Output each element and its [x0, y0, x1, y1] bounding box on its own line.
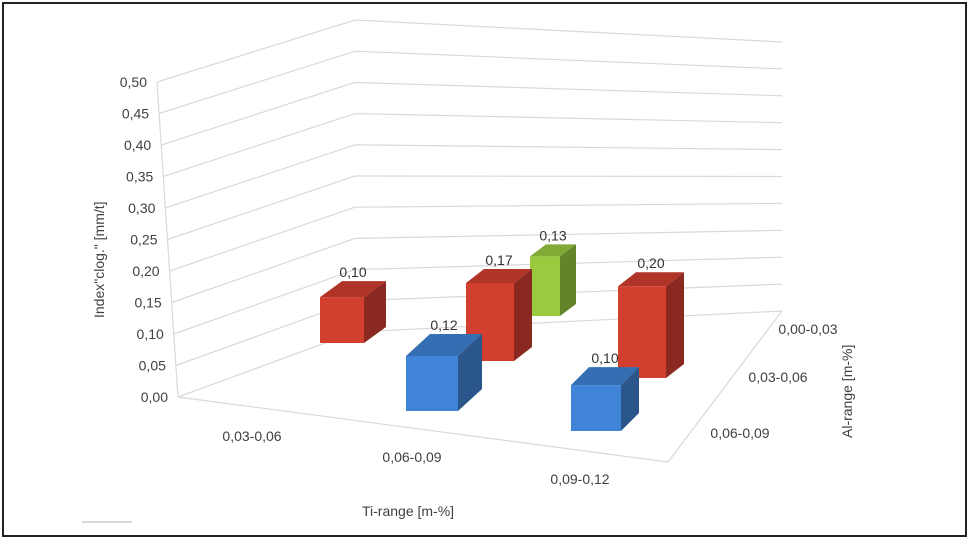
gridline	[156, 19, 783, 83]
y-tick-label: 0,30	[128, 200, 155, 216]
gridline	[169, 202, 783, 272]
y-tick-label: 0,45	[122, 106, 149, 122]
y-tick-label: 0,35	[126, 169, 153, 185]
bar-top-face	[466, 269, 532, 284]
data-labels: 0,13 0,10 0,17 0,20 0,12 0,10	[339, 227, 664, 366]
bar	[320, 281, 386, 343]
y-axis-title: Index"clog." [mm/t]	[91, 201, 107, 318]
gridline	[171, 229, 783, 304]
bar	[618, 272, 684, 378]
x-tick-label: 0,09-0,12	[550, 471, 609, 487]
data-label: 0,10	[339, 264, 366, 280]
x-tick-label: 0,03-0,06	[222, 428, 281, 444]
bar-front-face	[618, 286, 666, 378]
bar-side-face	[514, 269, 532, 361]
gridline	[163, 112, 783, 178]
wall-edge-left	[156, 81, 179, 398]
z-tick-label: 0,03-0,06	[748, 369, 807, 385]
x-tick-label: 0,06-0,09	[382, 449, 441, 465]
data-label: 0,10	[591, 350, 618, 366]
bar-side-face	[666, 272, 684, 378]
data-label: 0,13	[539, 227, 566, 243]
data-label: 0,20	[637, 255, 664, 271]
gridline	[165, 144, 783, 209]
z-axis-title: Al-range [m-%]	[839, 345, 855, 438]
y-tick-label: 0,25	[130, 232, 157, 248]
bar-front-face	[530, 256, 560, 316]
bar-top-face	[618, 272, 684, 287]
bar	[530, 244, 576, 316]
y-tick-label: 0,05	[139, 358, 166, 374]
x-tick-labels: 0,03-0,06 0,06-0,09 0,09-0,12	[222, 428, 609, 487]
bar-top-face	[320, 281, 386, 298]
bar-side-face	[621, 367, 639, 431]
bar-side-face	[458, 333, 482, 411]
floor-edge-left	[177, 396, 669, 463]
z-tick-label: 0,00-0,03	[778, 321, 837, 337]
bars	[320, 244, 684, 431]
y-tick-labels: 0,00 0,05 0,10 0,15 0,20 0,25 0,30 0,35 0,40 0,45…	[120, 74, 168, 405]
z-tick-label: 0,06-0,09	[710, 425, 769, 441]
bar-side-face	[560, 244, 576, 316]
bar-front-face	[406, 355, 458, 411]
data-label: 0,17	[485, 252, 512, 268]
data-label: 0,12	[430, 317, 457, 333]
bar	[406, 333, 482, 411]
y-tick-label: 0,50	[120, 74, 147, 90]
bar-front-face	[571, 385, 621, 431]
y-tick-label: 0,00	[141, 389, 168, 405]
gridline	[161, 81, 783, 146]
gridline	[158, 50, 783, 115]
gridline	[167, 175, 783, 241]
y-tick-label: 0,10	[137, 326, 164, 342]
bar-top-face	[530, 244, 576, 257]
bar-front-face	[320, 297, 364, 343]
bar	[571, 367, 639, 431]
bar-side-face	[364, 281, 386, 343]
y-tick-label: 0,15	[134, 295, 161, 311]
x-axis-title: Ti-range [m-%]	[362, 503, 454, 519]
y-tick-label: 0,20	[132, 263, 159, 279]
bar-top-face	[571, 367, 639, 386]
bar-top-face	[406, 333, 482, 356]
gridline	[173, 256, 783, 335]
y-tick-label: 0,40	[124, 137, 151, 153]
floor-edge-right	[667, 310, 783, 463]
z-tick-labels: 0,00-0,03 0,03-0,06 0,06-0,09	[710, 321, 837, 441]
